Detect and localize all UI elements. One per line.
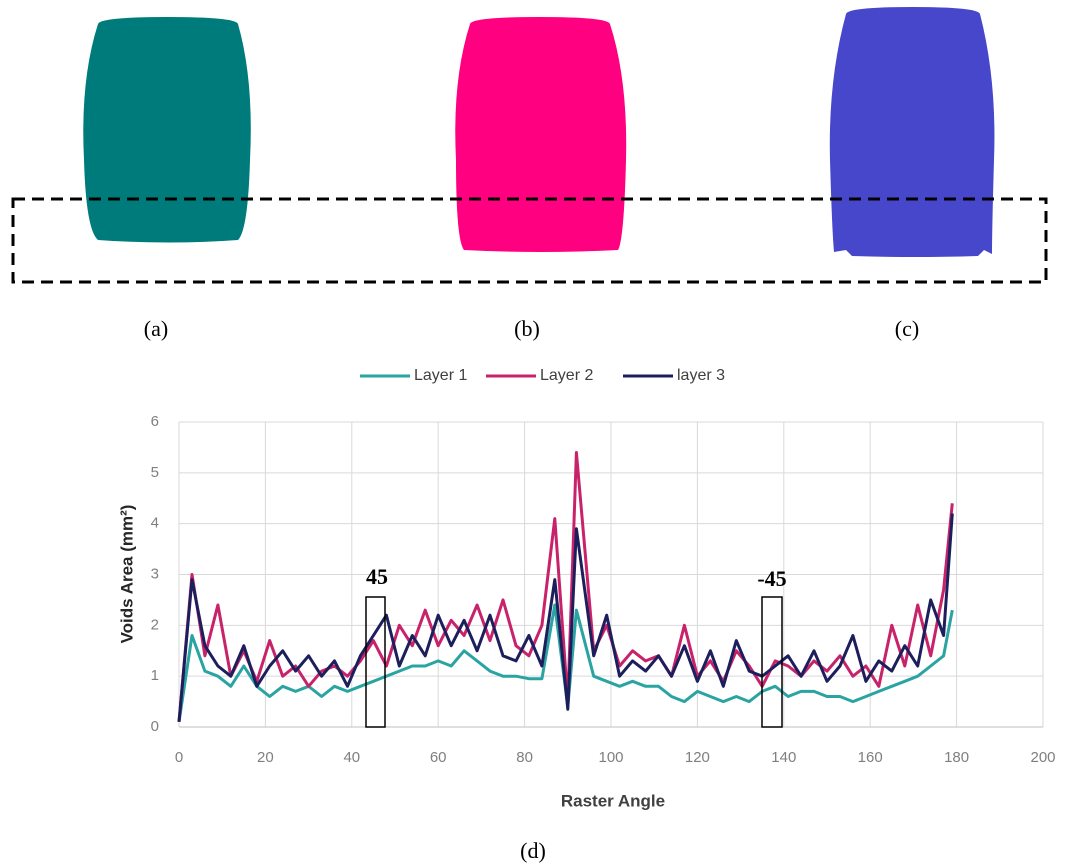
legend-label: layer 3 [677,367,725,384]
x-tick-label: 180 [944,749,969,766]
x-tick-label: 0 [175,749,183,766]
x-tick-label: 200 [1030,749,1055,766]
x-tick-label: 120 [685,749,710,766]
legend-label: Layer 1 [414,367,467,384]
annotation-box [365,596,386,728]
shape-a [83,17,251,243]
y-tick-label: 4 [151,515,159,532]
x-tick-label: 80 [516,749,533,766]
x-tick-label: 60 [430,749,447,766]
y-tick-label: 5 [151,464,159,481]
x-tick-label: 160 [858,749,883,766]
legend-label: Layer 2 [540,367,593,384]
x-tick-label: 20 [257,749,274,766]
y-tick-label: 3 [151,565,159,582]
y-tick-label: 2 [151,616,159,633]
panel-label: (b) [514,316,540,341]
annotation: 45 [366,564,388,589]
x-tick-label: 100 [598,749,623,766]
x-axis-title: Raster Angle [561,791,665,810]
x-tick-label: 140 [771,749,796,766]
y-tick-label: 6 [151,413,159,430]
y-axis-title: Voids Area (mm²) [117,505,136,644]
dashed-box [11,197,1048,284]
y-tick-label: 0 [151,718,159,735]
shape-b [455,17,627,252]
x-tick-label: 40 [343,749,360,766]
panel-label: (a) [144,316,168,341]
series-line [177,513,954,723]
panel-label: (d) [520,838,546,863]
annotation-box [761,596,783,728]
annotation: -45 [757,566,786,591]
panel-label: (c) [895,316,919,341]
y-tick-label: 1 [151,667,159,684]
shape-c [829,7,995,257]
